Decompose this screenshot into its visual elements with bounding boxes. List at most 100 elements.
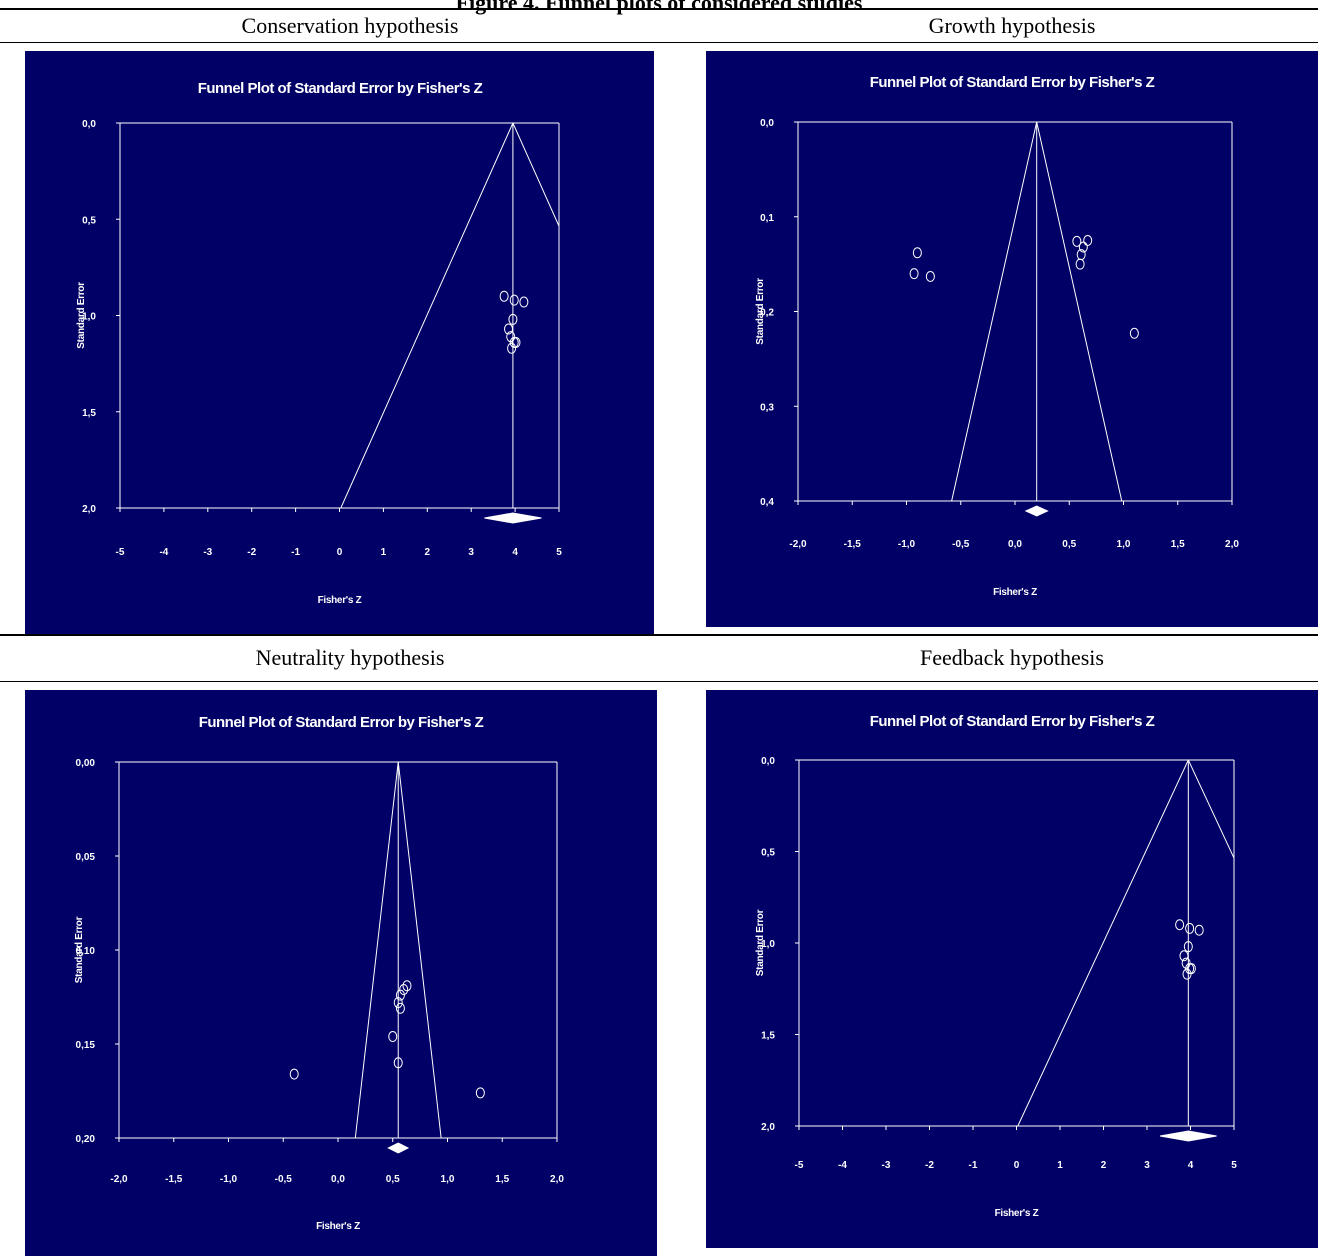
funnel-plot-growth: Funnel Plot of Standard Error by Fisher'… [706, 51, 1318, 627]
funnel-plot-feedback-svg: Funnel Plot of Standard Error by Fisher'… [755, 713, 1237, 1219]
funnel-right-limit [512, 123, 559, 228]
y-tick-label: 2,0 [82, 504, 96, 515]
funnel-right-limit [1036, 122, 1123, 501]
study-point [1075, 258, 1085, 270]
funnel-plot-neutrality: Funnel Plot of Standard Error by Fisher'… [25, 690, 657, 1256]
study-point [507, 342, 517, 354]
funnel-plot-conservation: Funnel Plot of Standard Error by Fisher'… [25, 51, 654, 635]
pooled-estimate-diamond [387, 1142, 410, 1154]
y-tick-label: 0,5 [761, 848, 775, 859]
y-axis-title: Standard Error [755, 909, 766, 976]
middle-rule [0, 634, 1318, 636]
y-tick-label: 0,5 [82, 215, 96, 226]
x-tick-label: 1,0 [1117, 539, 1131, 550]
pooled-estimate-diamond [1159, 1130, 1217, 1142]
x-axis-title: Fisher's Z [995, 1208, 1039, 1219]
x-tick-label: 1,5 [1171, 539, 1185, 550]
y-axis-title: Standard Error [74, 916, 85, 983]
funnel-plot-feedback: Funnel Plot of Standard Error by Fisher'… [706, 690, 1318, 1248]
x-tick-label: 5 [1231, 1160, 1237, 1171]
study-point [289, 1068, 299, 1080]
funnel-left-limit [340, 123, 514, 508]
y-tick-label: 0,00 [76, 758, 96, 769]
x-tick-label: -2,0 [110, 1174, 128, 1185]
x-tick-label: -2 [925, 1160, 934, 1171]
study-point [1181, 957, 1191, 969]
funnel-limits [1017, 760, 1234, 1126]
funnel-left-limit [1017, 760, 1189, 1126]
plot-title: Funnel Plot of Standard Error by Fisher'… [870, 713, 1155, 730]
cell-title-conservation: Conservation hypothesis [241, 13, 459, 38]
y-axis-title: Standard Error [755, 278, 766, 345]
funnel-right-limit [397, 762, 442, 1138]
study-point [504, 323, 514, 335]
cell-title-growth: Growth hypothesis [928, 13, 1096, 38]
pooled-estimate-diamond [484, 512, 542, 524]
plot-title: Funnel Plot of Standard Error by Fisher'… [199, 714, 484, 731]
x-tick-label: 3 [468, 547, 474, 558]
funnel-limits [951, 122, 1123, 501]
x-tick-label: 0 [1014, 1160, 1020, 1171]
cell-title-neutrality: Neutrality hypothesis [255, 645, 445, 670]
y-tick-label: 0,10 [76, 946, 96, 957]
study-point [509, 294, 519, 306]
x-tick-label: -1,0 [898, 539, 916, 550]
funnel-left-limit [951, 122, 1038, 501]
study-point [388, 1030, 398, 1042]
x-tick-label: -2 [247, 547, 256, 558]
study-point [925, 270, 935, 282]
x-tick-label: -1 [969, 1160, 978, 1171]
study-point [1078, 241, 1088, 253]
plot-title: Funnel Plot of Standard Error by Fisher'… [198, 80, 483, 97]
y-tick-label: 1,5 [761, 1031, 775, 1042]
table-top-rule [0, 8, 1318, 10]
x-tick-label: -4 [838, 1160, 847, 1171]
x-tick-label: 4 [1188, 1160, 1194, 1171]
x-tick-label: 5 [556, 547, 562, 558]
study-point [1182, 968, 1192, 980]
x-tick-label: 2 [1101, 1160, 1107, 1171]
y-tick-label: 0,05 [76, 852, 96, 863]
x-tick-label: 1 [381, 547, 387, 558]
funnel-plot-conservation-svg: Funnel Plot of Standard Error by Fisher'… [76, 80, 562, 606]
x-tick-label: -5 [795, 1160, 804, 1171]
header-rule-bottom [0, 681, 1318, 682]
x-tick-label: 0 [337, 547, 343, 558]
y-tick-label: 0,1 [760, 213, 774, 224]
pooled-estimate-diamond [1024, 505, 1049, 517]
x-tick-label: 2,0 [1225, 539, 1239, 550]
study-point [1183, 941, 1193, 953]
x-tick-label: -4 [159, 547, 168, 558]
funnel-right-limit [1187, 760, 1234, 860]
study-point [1185, 922, 1195, 934]
study-point [912, 247, 922, 259]
x-tick-label: -1,0 [220, 1174, 238, 1185]
x-tick-label: 3 [1144, 1160, 1150, 1171]
x-axis-title: Fisher's Z [993, 587, 1037, 598]
header-rule-top [0, 42, 1318, 43]
funnel-plot-growth-svg: Funnel Plot of Standard Error by Fisher'… [755, 74, 1239, 598]
y-axis-title: Standard Error [76, 282, 87, 349]
x-tick-label: 1 [1057, 1160, 1063, 1171]
y-tick-label: 0,2 [760, 308, 774, 319]
y-tick-label: 0,0 [760, 118, 774, 129]
y-tick-label: 1,0 [761, 939, 775, 950]
x-tick-label: 2 [425, 547, 431, 558]
study-point [1072, 235, 1082, 247]
x-tick-label: 0,5 [386, 1174, 400, 1185]
figure-caption: Figure 4. Funnel plots of considered stu… [455, 0, 863, 15]
x-axis-title: Fisher's Z [316, 1221, 360, 1232]
study-point [393, 997, 403, 1009]
y-tick-label: 1,5 [82, 408, 96, 419]
study-point [402, 980, 412, 992]
y-tick-label: 0,0 [82, 119, 96, 130]
study-point [1194, 924, 1204, 936]
x-tick-label: -1 [291, 547, 300, 558]
y-tick-label: 0,0 [761, 756, 775, 767]
study-point [475, 1087, 485, 1099]
x-tick-label: 4 [512, 547, 518, 558]
x-tick-label: -0,5 [952, 539, 970, 550]
study-point [1129, 327, 1139, 339]
x-tick-label: -3 [882, 1160, 891, 1171]
funnel-limits [354, 762, 442, 1138]
